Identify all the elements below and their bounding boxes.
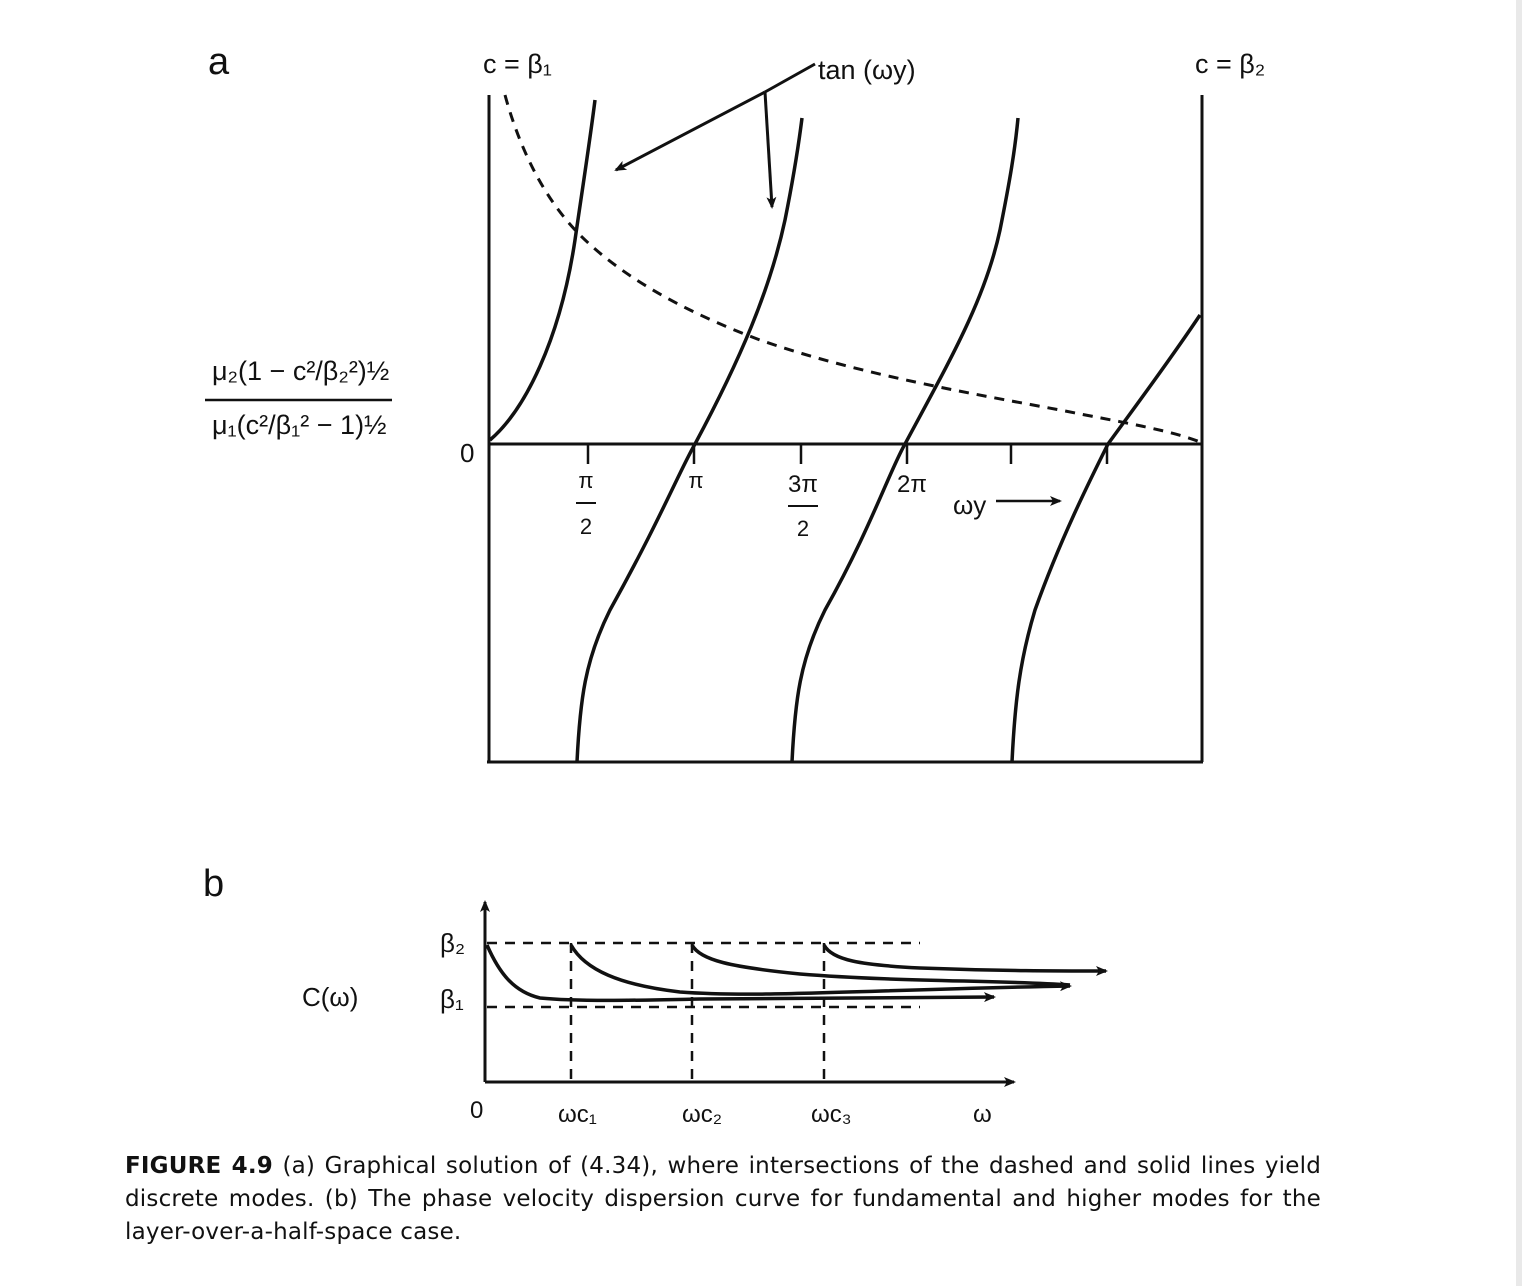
panel-b-y-label: C(ω) [302,982,358,1012]
figure-caption: FIGURE 4.9 (a) Graphical solution of (4.… [125,1150,1321,1249]
tick-label-pi-over-2-den: 2 [580,514,592,539]
omega-c2-label: ωc₂ [682,1101,722,1128]
mode-3-curve [822,944,1108,976]
mode-0-curve [485,944,996,1003]
y-expression-denominator: μ₁(c²/β₁² − 1)½ [212,410,387,440]
y-expression-numerator: μ₂(1 − c²/β₂²)½ [212,356,389,386]
tick-label-3pi-over-2-num: 3π [788,471,818,498]
panel-a-origin-label: 0 [460,438,474,468]
tick-label-2pi: 2π [897,471,927,498]
mode-1-curve [569,944,1072,996]
omega-c1-label: ωc₁ [558,1101,597,1128]
panel-a-label: a [208,41,230,83]
mode-2-curve [690,944,1071,987]
tan-branches [488,99,1202,763]
right-boundary-label: c = β₂ [1195,49,1265,79]
tick-label-3pi-over-2-den: 2 [797,516,809,541]
left-boundary-label: c = β₁ [483,49,552,79]
tick-label-pi-over-2-num: π [578,468,593,493]
beta2-label: β₂ [440,928,465,958]
panel-b-axes [480,900,1016,1087]
solid-curve-label: tan (ωy) [818,55,916,85]
tan-branch-4 [1010,314,1202,763]
tick-label-pi: π [688,468,703,493]
dispersion-curves [485,944,1108,1003]
omega-c3-label: ωc₃ [811,1101,852,1128]
page-edge [1516,0,1522,1286]
panel-b-dashed-lines [487,941,920,1080]
panel-a-frame [487,95,1204,764]
panel-b-origin-label: 0 [470,1097,483,1124]
panel-b-label: b [203,863,224,905]
caption-label: FIGURE 4.9 [125,1153,273,1179]
tan-branch-2 [575,117,804,763]
tan-branch-3 [790,117,1020,763]
panel-a-ticks [586,444,1109,464]
tan-branch-1 [488,99,597,442]
caption-text: (a) Graphical solution of (4.34), where … [125,1153,1321,1245]
dashed-curve [503,94,1201,444]
beta1-label: β₁ [440,984,464,1014]
omega-axis-label: ω [973,1101,992,1128]
x-direction-label: ωy [953,490,986,520]
tan-pointer-arrows [614,62,816,209]
